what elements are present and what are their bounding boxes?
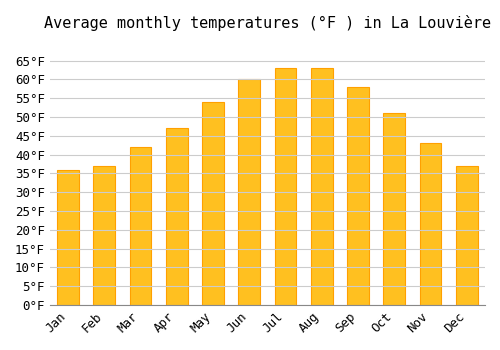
Bar: [456, 166, 477, 305]
Bar: [130, 147, 152, 305]
Title: Average monthly temperatures (°F ) in La Louvière: Average monthly temperatures (°F ) in La…: [44, 15, 491, 31]
Bar: [311, 68, 332, 305]
Bar: [202, 102, 224, 305]
Bar: [347, 87, 369, 305]
Bar: [238, 79, 260, 305]
Bar: [274, 68, 296, 305]
Bar: [57, 170, 79, 305]
Bar: [166, 128, 188, 305]
Bar: [94, 166, 115, 305]
Bar: [420, 144, 442, 305]
Bar: [384, 113, 405, 305]
